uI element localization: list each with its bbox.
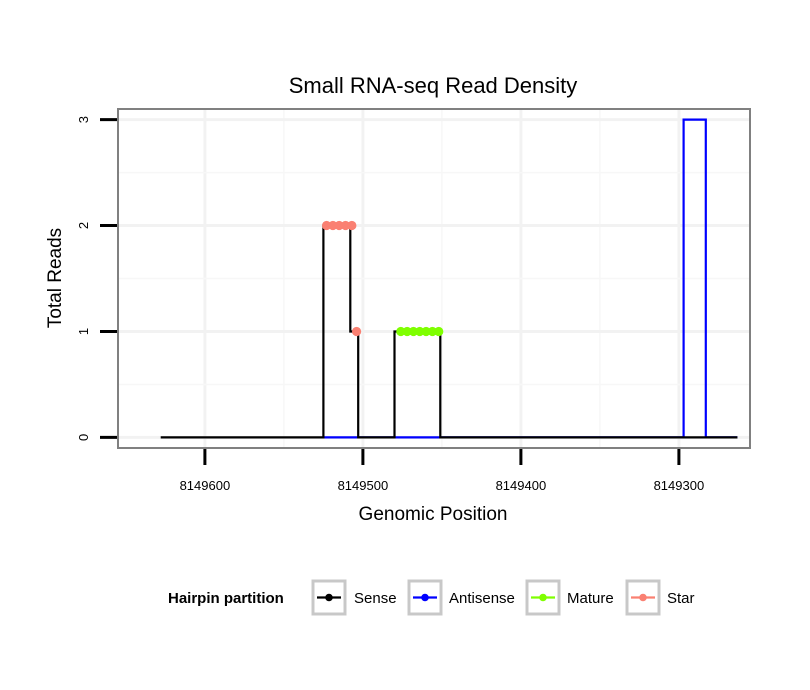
x-axis: 8149600 8149500 8149400 8149300 xyxy=(180,449,705,493)
x-axis-title: Genomic Position xyxy=(359,504,508,525)
data-point-star xyxy=(328,220,338,231)
y-axis-title: Total Reads xyxy=(45,228,66,328)
legend-item-antisense: Antisense xyxy=(407,579,515,616)
legend-label-star: Star xyxy=(667,590,695,607)
x-tick-label: 8149300 xyxy=(654,478,705,493)
legend-title: Hairpin partition xyxy=(168,590,284,607)
data-point-mature xyxy=(421,326,431,337)
legend-label-antisense: Antisense xyxy=(449,590,515,607)
legend-key-point-mature xyxy=(539,593,547,602)
data-point-mature xyxy=(408,326,419,337)
panel-border xyxy=(117,108,751,449)
legend-label-sense: Sense xyxy=(354,590,397,607)
y-tick-label: 2 xyxy=(76,222,91,229)
y-tick-label: 0 xyxy=(76,434,91,441)
chart-title: Small RNA-seq Read Density xyxy=(289,73,578,98)
legend-key-point-antisense xyxy=(421,593,429,602)
legend-item-star: Star xyxy=(625,579,695,616)
x-tick-label: 8149500 xyxy=(338,478,389,493)
legend-key-point-sense xyxy=(325,593,333,602)
data-point-star xyxy=(321,220,332,231)
x-tick-label: 8149400 xyxy=(496,478,547,493)
legend: Hairpin partition Sense Antisense Mature St… xyxy=(168,579,695,616)
legend-item-mature: Mature xyxy=(525,579,614,616)
data-point-mature xyxy=(402,326,412,337)
data-point-star xyxy=(334,220,344,231)
data-point-mature xyxy=(427,326,438,337)
series-layer xyxy=(160,118,738,439)
y-axis: 0 1 2 3 xyxy=(76,116,117,441)
data-point-mature xyxy=(396,326,406,337)
plot-panel xyxy=(117,108,751,449)
x-tick-label: 8149600 xyxy=(180,478,231,493)
data-point-star xyxy=(340,220,351,231)
data-point-star xyxy=(351,326,362,337)
y-tick-label: 3 xyxy=(76,116,91,123)
legend-item-sense: Sense xyxy=(311,579,397,616)
legend-label-mature: Mature xyxy=(567,590,614,607)
data-point-star xyxy=(347,220,357,231)
data-point-mature xyxy=(434,326,444,337)
legend-key-point-star xyxy=(639,593,647,602)
legend-entries: Sense Antisense Mature Star xyxy=(311,579,695,616)
y-tick-label: 1 xyxy=(76,328,91,335)
data-point-mature xyxy=(415,326,425,337)
